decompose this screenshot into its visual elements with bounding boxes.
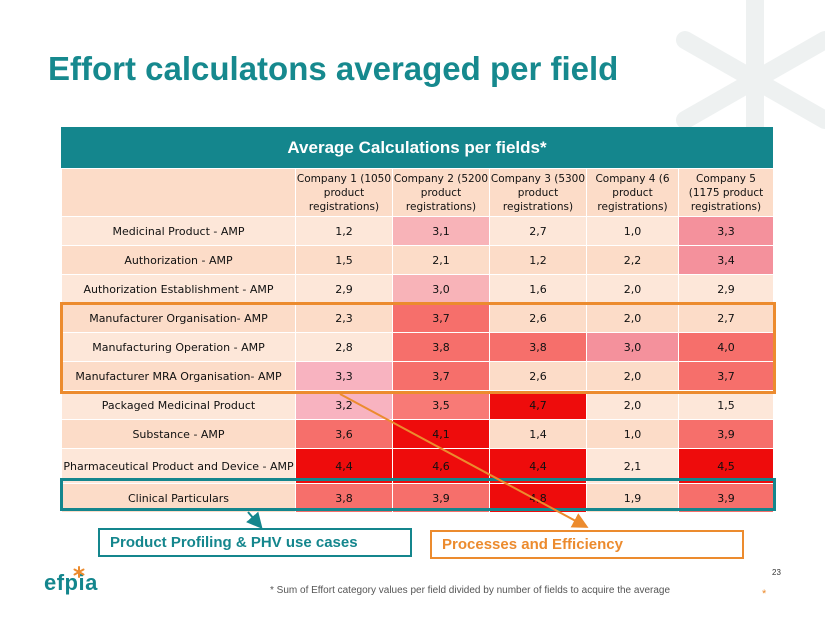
value-cell: 1,4 (489, 419, 587, 449)
product-profiling-label: Product Profiling & PHV use cases (98, 528, 412, 557)
table-row: Manufacturing Operation - AMP 2,8 3,8 3,… (61, 332, 774, 362)
row-label: Medicinal Product - AMP (61, 216, 296, 246)
processes-efficiency-label: Processes and Efficiency (430, 530, 744, 559)
value-cell: 3,9 (678, 419, 774, 449)
row-label: Substance - AMP (61, 419, 296, 449)
value-cell: 4,1 (392, 419, 490, 449)
column-header: Company 1 (1050 product registrations) (295, 168, 393, 217)
column-header-row: Company 1 (1050 product registrations) C… (61, 168, 774, 217)
value-cell: 3,7 (392, 361, 490, 391)
table-row: Substance - AMP 3,6 4,1 1,4 1,0 3,9 (61, 419, 774, 449)
value-cell: 2,9 (678, 274, 774, 304)
value-cell: 2,2 (586, 245, 679, 275)
value-cell: 4,0 (678, 332, 774, 362)
value-cell: 4,5 (678, 448, 774, 484)
table-row: Authorization - AMP 1,5 2,1 1,2 2,2 3,4 (61, 245, 774, 275)
efpia-logo: efpia (44, 570, 98, 595)
table-row: Packaged Medicinal Product 3,2 3,5 4,7 2… (61, 390, 774, 420)
column-header: Company 3 (5300 product registrations) (489, 168, 587, 217)
table-row: Manufacturer Organisation- AMP 2,3 3,7 2… (61, 303, 774, 333)
value-cell: 1,6 (489, 274, 587, 304)
corner-cell (61, 168, 296, 217)
footnote: * Sum of Effort category values per fiel… (270, 585, 671, 596)
row-label: Manufacturing Operation - AMP (61, 332, 296, 362)
corner-star: * (762, 588, 767, 600)
value-cell: 2,1 (392, 245, 490, 275)
value-cell: 4,7 (489, 390, 587, 420)
value-cell: 3,8 (392, 332, 490, 362)
table-row: Manufacturer MRA Organisation- AMP 3,3 3… (61, 361, 774, 391)
row-label: Packaged Medicinal Product (61, 390, 296, 420)
value-cell: 1,2 (489, 245, 587, 275)
value-cell: 2,9 (295, 274, 393, 304)
value-cell: 2,0 (586, 303, 679, 333)
column-header: Company 5 (1175 product registrations) (678, 168, 774, 217)
value-cell: 2,0 (586, 274, 679, 304)
row-label: Manufacturer Organisation- AMP (61, 303, 296, 333)
value-cell: 2,6 (489, 361, 587, 391)
value-cell: 3,0 (392, 274, 490, 304)
value-cell: 3,4 (678, 245, 774, 275)
value-cell: 3,2 (295, 390, 393, 420)
table-header: Average Calculations per fields* (61, 127, 773, 168)
page-number: 23 (772, 568, 781, 577)
row-label: Authorization Establishment - AMP (61, 274, 296, 304)
table-row: Authorization Establishment - AMP 2,9 3,… (61, 274, 774, 304)
value-cell: 2,0 (586, 361, 679, 391)
value-cell: 2,6 (489, 303, 587, 333)
value-cell: 2,8 (295, 332, 393, 362)
value-cell: 3,5 (392, 390, 490, 420)
value-cell: 3,6 (295, 419, 393, 449)
processes-highlight-frame (60, 302, 776, 394)
row-label: Manufacturer MRA Organisation- AMP (61, 361, 296, 391)
row-label: Authorization - AMP (61, 245, 296, 275)
value-cell: 3,3 (678, 216, 774, 246)
value-cell: 3,8 (489, 332, 587, 362)
logo-star-icon (73, 566, 85, 578)
value-cell: 1,2 (295, 216, 393, 246)
value-cell: 3,1 (392, 216, 490, 246)
table-row: Medicinal Product - AMP 1,2 3,1 2,7 1,0 … (61, 216, 774, 246)
value-cell: 1,5 (295, 245, 393, 275)
column-header: Company 4 (6 product registrations) (586, 168, 679, 217)
value-cell: 1,0 (586, 216, 679, 246)
value-cell: 2,7 (489, 216, 587, 246)
slide-title: Effort calculatons averaged per field (48, 50, 619, 87)
profiling-highlight-frame (60, 478, 776, 511)
value-cell: 1,5 (678, 390, 774, 420)
teal-arrow (246, 511, 263, 530)
column-header: Company 2 (5200 product registrations) (392, 168, 490, 217)
value-cell: 1,0 (586, 419, 679, 449)
value-cell: 3,3 (295, 361, 393, 391)
value-cell: 3,0 (586, 332, 679, 362)
value-cell: 2,0 (586, 390, 679, 420)
